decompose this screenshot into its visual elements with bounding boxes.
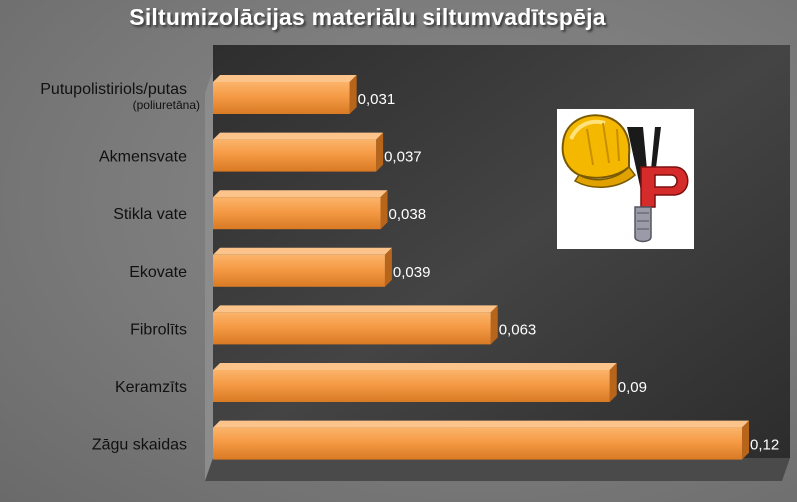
bar-side-face xyxy=(349,75,357,114)
bar-top-face xyxy=(213,75,357,82)
plot-side-shadow xyxy=(205,458,790,481)
bar-front-face xyxy=(213,139,377,172)
bar-side-face xyxy=(380,190,388,230)
bar-top-face xyxy=(213,420,749,428)
construction-helmet-vp-logo xyxy=(557,109,694,249)
data-label: 0,038 xyxy=(389,206,427,223)
bar xyxy=(213,190,388,230)
bar-top-face xyxy=(213,247,392,255)
chainsaw-icon xyxy=(634,206,652,243)
category-sublabel: (poliuretāna) xyxy=(133,98,200,112)
bar-front-face xyxy=(213,427,742,460)
plot-floor xyxy=(205,70,213,481)
chart-title: Siltumizolācijas materiālu siltumvadītsp… xyxy=(129,4,606,30)
bar-side-face xyxy=(384,247,392,287)
data-label: 0,063 xyxy=(499,321,537,338)
data-label: 0,031 xyxy=(358,91,396,108)
bar-side-face xyxy=(490,305,498,345)
bar xyxy=(213,363,617,402)
category-label: Zāgu skaidas xyxy=(92,437,187,454)
bar-front-face xyxy=(213,312,491,345)
bar-side-face xyxy=(376,132,384,172)
bar-front-face xyxy=(213,82,350,114)
bar xyxy=(213,75,357,114)
data-label: 0,12 xyxy=(750,437,779,454)
category-label: Keramzīts xyxy=(115,379,187,396)
bar-side-face xyxy=(742,420,749,460)
data-label: 0,039 xyxy=(393,264,431,281)
bar-front-face xyxy=(213,197,381,230)
bar-front-face xyxy=(213,370,610,402)
letter-p-icon xyxy=(640,166,689,208)
bar xyxy=(213,420,749,460)
bar xyxy=(213,305,498,345)
bar xyxy=(213,247,392,287)
bar-front-face xyxy=(213,254,385,287)
bar-top-face xyxy=(213,190,388,198)
category-label: Fibrolīts xyxy=(130,321,187,338)
bar-side-face xyxy=(609,363,617,402)
bar xyxy=(213,132,384,172)
category-label: Akmensvate xyxy=(99,149,187,166)
bar-top-face xyxy=(213,132,384,140)
category-label: Stikla vate xyxy=(113,206,187,223)
bar-top-face xyxy=(213,363,617,370)
helmet-icon xyxy=(561,114,637,188)
bar-top-face xyxy=(213,305,498,313)
category-label: Putupolistiriols/putas xyxy=(40,81,187,98)
data-label: 0,037 xyxy=(384,149,422,166)
category-label: Ekovate xyxy=(129,264,187,281)
data-label: 0,09 xyxy=(618,379,647,396)
